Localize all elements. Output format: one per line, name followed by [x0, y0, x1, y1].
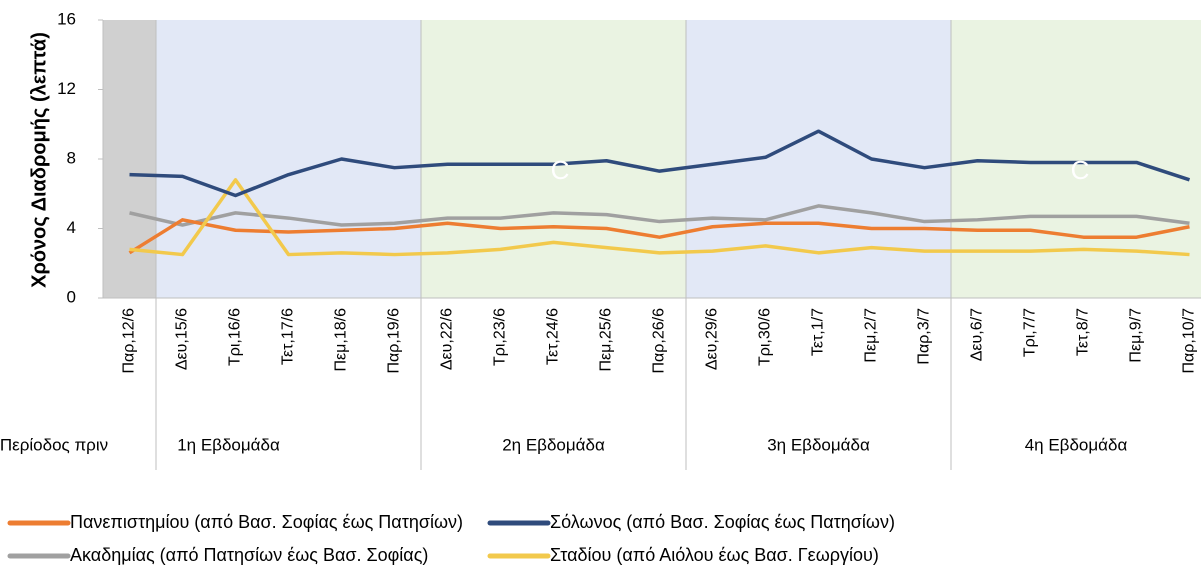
period-label: Περίοδος πριν: [0, 435, 108, 454]
x-tick-label: Παρ,3/7: [916, 308, 933, 365]
x-tick-label: Παρ,12/6: [121, 308, 138, 374]
x-tick-label: Δευ,15/6: [174, 308, 191, 370]
annotation: C: [551, 155, 570, 185]
legend-label: Ακαδημίας (από Πατησίων έως Βασ. Σοφίας): [70, 545, 428, 565]
x-tick-label: Παρ,26/6: [651, 308, 668, 374]
period-label: 1η Εβδομάδα: [177, 435, 280, 454]
x-tick-label: Πεμ,25/6: [598, 308, 615, 372]
y-tick-label: 16: [57, 9, 76, 28]
x-tick-label: Δευ,6/7: [969, 308, 986, 361]
series-line: [129, 204, 1190, 227]
series-line: [128, 218, 1190, 255]
legend-label: Σόλωνος (από Βασ. Σοφίας έως Πατησίων): [550, 512, 895, 532]
x-tick-label: Παρ,19/6: [386, 308, 403, 374]
period-label: 2η Εβδομάδα: [502, 435, 605, 454]
x-tick-label: Τρι,23/6: [492, 308, 509, 366]
y-tick-label: 0: [67, 287, 76, 306]
x-tick-label: Τρι,7/7: [1022, 308, 1039, 357]
x-tick-label: Τετ,1/7: [810, 308, 827, 356]
series-line: [129, 178, 1190, 257]
y-tick-label: 12: [57, 79, 76, 98]
x-tick-label: Πεμ,9/7: [1128, 308, 1145, 363]
x-tick-label: Τρι,30/6: [757, 308, 774, 366]
y-axis-label: Χρόνος Διαδρομής (λεπτά): [28, 32, 50, 288]
x-tick-label: Τετ,17/6: [280, 308, 297, 365]
x-tick-label: Τρι,16/6: [227, 308, 244, 366]
x-tick-label: Τετ,24/6: [545, 308, 562, 365]
x-tick-label: Δευ,22/6: [439, 308, 456, 370]
period-label: 4η Εβδομάδα: [1025, 435, 1128, 454]
y-tick-label: 8: [67, 148, 76, 167]
x-tick-label: Πεμ,18/6: [333, 308, 350, 372]
x-tick-label: Τετ,8/7: [1075, 308, 1092, 356]
y-tick-label: 4: [67, 218, 76, 237]
x-tick-label: Δευ,29/6: [704, 308, 721, 370]
annotation: C: [1071, 155, 1090, 185]
legend-label: Σταδίου (από Αιόλου έως Βασ. Γεωργίου): [550, 545, 879, 565]
legend-label: Πανεπιστημίου (από Βασ. Σοφίας έως Πατησ…: [70, 512, 463, 532]
period-label: 3η Εβδομάδα: [767, 435, 870, 454]
series-line: [129, 129, 1191, 198]
x-tick-label: Παρ,10/7: [1181, 308, 1198, 374]
period-band: [686, 20, 951, 298]
period-band: [103, 20, 156, 298]
x-tick-label: Πεμ,2/7: [863, 308, 880, 363]
